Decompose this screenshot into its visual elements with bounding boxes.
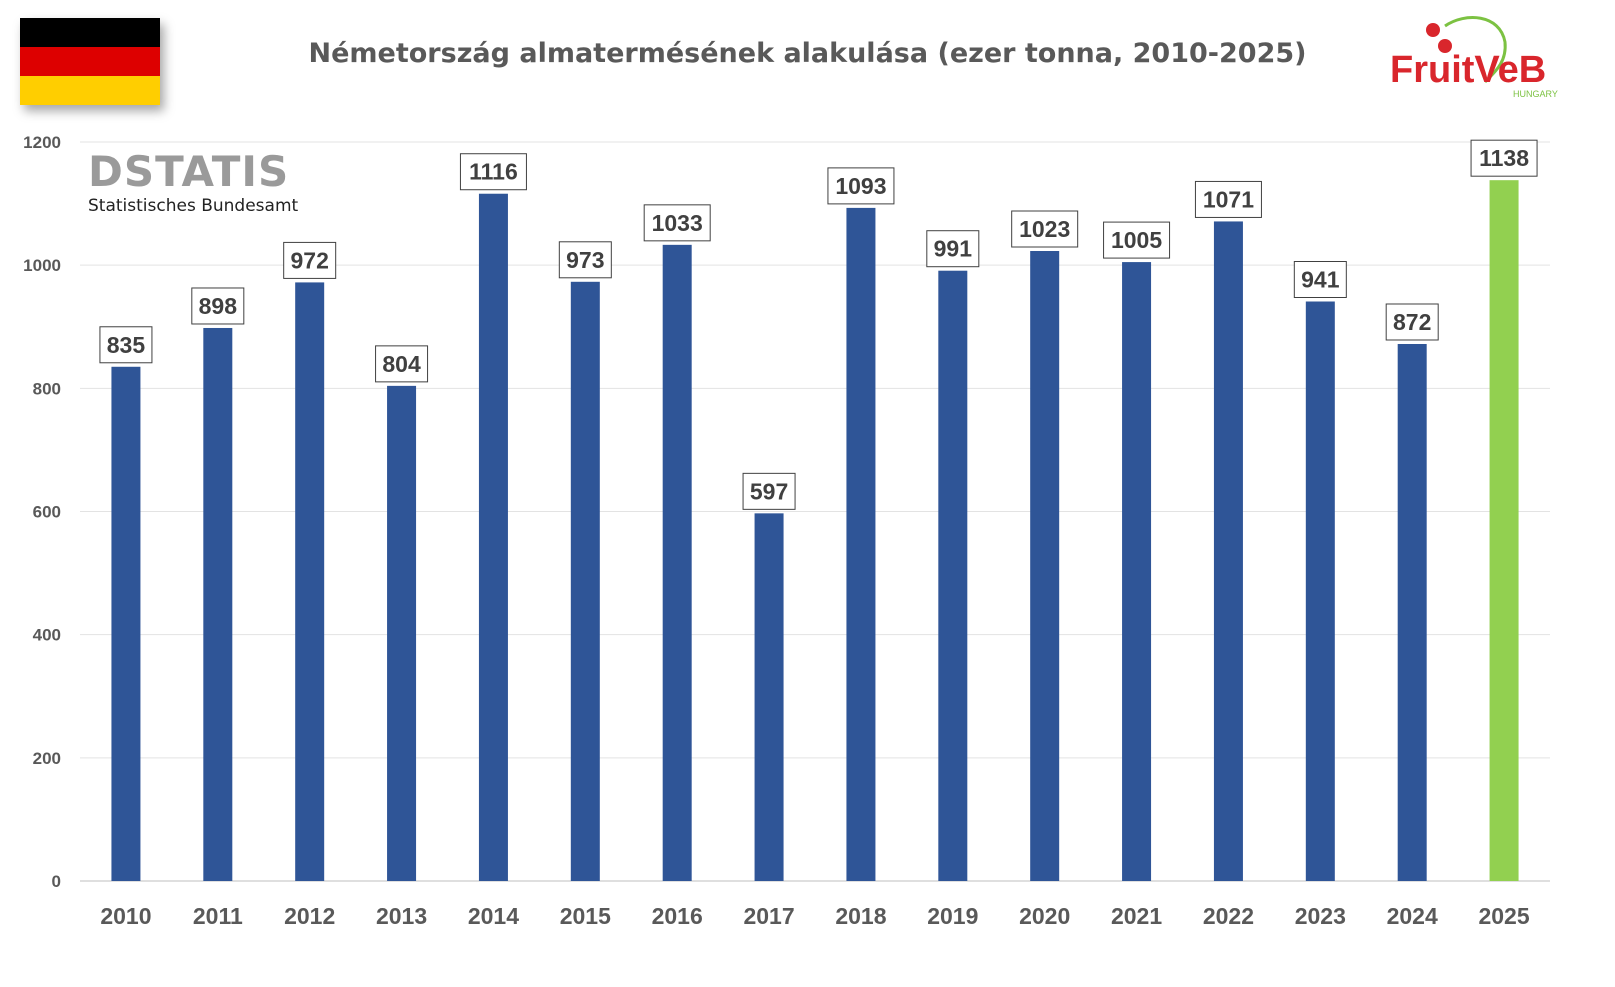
data-label: 1023 [1019,216,1070,242]
flag-stripe-red [20,47,160,76]
x-tick-label: 2023 [1295,903,1346,929]
x-tick-label: 2018 [835,903,886,929]
bar-2023 [1305,301,1335,881]
bar-2022 [1213,221,1243,881]
data-label-box [191,287,245,325]
data-label-box [742,472,796,510]
fruitveb-logo: FruitVeB HUNGARY [1390,16,1558,99]
data-label-box [643,204,711,242]
y-axis-ticks: 0 200 400 600 800 1000 1200 [23,133,61,891]
data-label: 941 [1301,267,1340,293]
data-label: 1033 [652,210,703,236]
fruitveb-country: HUNGARY [1513,89,1558,99]
data-label: 1093 [835,173,886,199]
data-label: 1071 [1203,186,1254,212]
x-tick-label: 2022 [1203,903,1254,929]
y-tick-label: 400 [33,626,61,645]
y-tick-label: 200 [33,749,61,768]
data-label: 1116 [469,159,518,185]
data-label-box [1194,180,1262,218]
y-tick-label: 800 [33,379,61,398]
bar-2015 [570,281,600,881]
bar-2013 [387,385,417,881]
x-axis-ticks: 2010 2011 2012 2013 2014 2015 2016 2017 2018 2019… [100,903,1529,929]
data-label: 898 [199,293,238,319]
y-tick-label: 600 [33,503,61,522]
x-tick-label: 2015 [560,903,611,929]
x-tick-label: 2010 [100,903,151,929]
data-label-box [558,241,612,279]
x-tick-label: 2013 [376,903,427,929]
bar-2020 [1030,251,1060,881]
data-label: 597 [750,478,788,504]
data-label: 1138 [1479,145,1529,171]
data-label-box [459,153,527,191]
bar-2010 [111,366,141,881]
x-tick-label: 2020 [1019,903,1070,929]
x-tick-label: 2012 [284,903,335,929]
bars [111,180,1519,882]
data-label: 1005 [1111,227,1162,253]
data-labels: 835 898 972 804 1116 973 1033 597 1093 991 1023 100… [99,139,1538,510]
x-tick-label: 2017 [743,903,794,929]
data-label-box [1385,303,1439,341]
destatis-wordmark: DSTATIS [88,147,290,196]
x-tick-label: 2014 [468,903,519,929]
bar-2014 [478,193,508,882]
data-label-box [1470,139,1538,177]
data-label-box [1011,210,1079,248]
x-tick-label: 2019 [927,903,978,929]
data-label: 991 [934,236,973,262]
data-label: 804 [382,351,421,377]
data-label-box [283,241,337,279]
bar-2012 [295,282,325,881]
bar-2025 [1489,180,1519,882]
y-tick-label: 0 [52,872,61,891]
x-tick-label: 2016 [652,903,703,929]
y-tick-label: 1200 [23,133,61,152]
data-label-box [99,326,153,364]
fruitveb-wordmark: FruitVeB [1390,49,1546,91]
data-label-box [375,345,429,383]
flag-stripe-black [20,18,160,47]
flag-stripe-gold [20,76,160,105]
data-label: 972 [291,247,329,273]
x-tick-label: 2021 [1111,903,1162,929]
bar-2024 [1397,343,1427,881]
destatis-logo: DSTATIS Statistisches Bundesamt [88,147,328,217]
bar-2017 [754,513,784,881]
bar-2016 [662,244,692,881]
data-label-box [1103,221,1171,259]
data-label: 835 [107,332,146,358]
x-tick-label: 2024 [1387,903,1438,929]
bar-2019 [938,270,968,881]
data-label-box [1293,261,1347,299]
chart-title: Németország almatermésének alakulása (ez… [308,38,1307,69]
destatis-subtitle: Statistisches Bundesamt [88,196,299,216]
germany-flag-icon [20,18,160,105]
bar-2021 [1122,262,1152,881]
data-label: 973 [566,247,604,273]
data-label-box [926,230,980,268]
data-label-box [827,167,895,205]
data-label: 872 [1393,309,1431,335]
y-tick-label: 1000 [23,256,61,275]
bar-2018 [846,207,876,881]
bar-2011 [203,327,233,881]
x-tick-label: 2025 [1478,903,1529,929]
x-tick-label: 2011 [193,903,243,929]
